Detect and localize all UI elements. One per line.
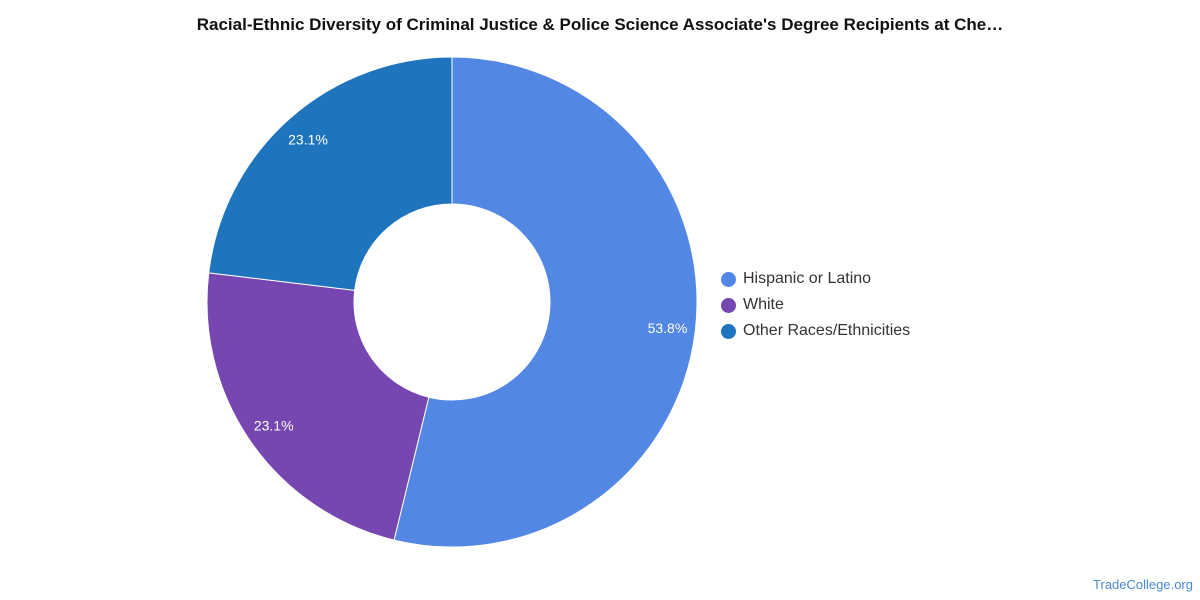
legend-label: Other Races/Ethnicities [743,322,911,339]
donut-slice-white[interactable] [206,272,430,541]
legend-item-hispanic-or-latino[interactable]: Hispanic or Latino [721,266,910,292]
chart-legend: Hispanic or Latino White Other Races/Ethni… [721,266,910,344]
legend-swatch [721,323,736,339]
donut-slice-other-races-ethnicities[interactable] [208,56,453,291]
donut-slice-hispanic-or-latino[interactable] [393,56,698,548]
slice-label-white: 23.1% [254,418,294,434]
legend-item-white[interactable]: White [721,292,910,318]
slice-label-other-races-ethnicities: 23.1% [288,132,328,148]
legend-label: Hispanic or Latino [743,270,872,287]
legend-item-other-races-ethnicities[interactable]: Other Races/Ethnicities [721,318,910,344]
legend-swatch [721,297,736,313]
watermark[interactable]: TradeCollege.org [1093,577,1193,592]
slice-label-hispanic-or-latino: 53.8% [648,320,688,336]
legend-swatch [721,271,736,287]
chart-title: Racial-Ethnic Diversity of Criminal Just… [196,15,1004,34]
legend-label: White [743,296,784,313]
